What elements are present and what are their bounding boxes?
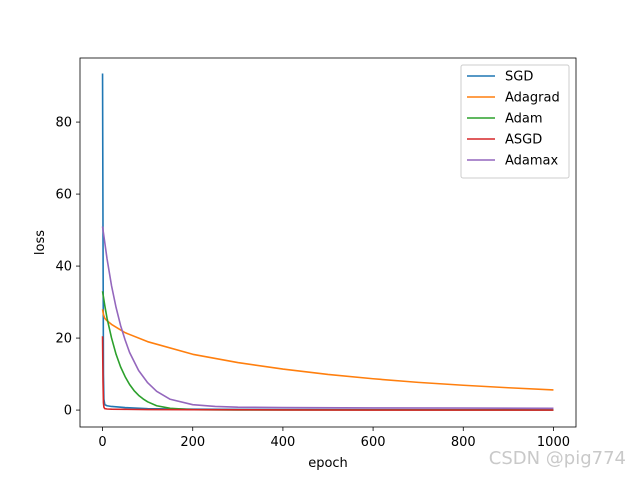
- series-line-asgd: [101, 336, 554, 411]
- x-axis-ticks: 0 200 400 600 800 1000: [98, 427, 570, 450]
- x-tick-label: 800: [451, 435, 476, 450]
- legend-label-adamax: Adamax: [505, 154, 559, 169]
- legend-box: [460, 64, 570, 179]
- legend-label-adam: Adam: [505, 112, 543, 127]
- y-tick-label: 60: [55, 188, 72, 203]
- y-axis-label: loss: [33, 230, 48, 255]
- y-tick-label: 40: [55, 260, 72, 275]
- x-axis-label: epoch: [308, 456, 348, 471]
- legend-label-adagrad: Adagrad: [505, 91, 560, 106]
- plot-lines: [101, 73, 554, 411]
- x-tick-label: 600: [361, 435, 386, 450]
- x-tick-label: 0: [98, 435, 106, 450]
- series-line-adamax: [101, 226, 554, 410]
- legend-label-sgd: SGD: [505, 70, 533, 85]
- y-axis-ticks: 0 20 40 60 80: [55, 116, 80, 419]
- x-tick-label: 1000: [537, 435, 570, 450]
- x-tick-label: 200: [180, 435, 205, 450]
- legend-label-asgd: ASGD: [505, 133, 542, 148]
- y-tick-label: 0: [64, 404, 72, 419]
- plot-frame: [79, 57, 577, 428]
- x-tick-label: 400: [270, 435, 295, 450]
- series-line-adagrad: [101, 309, 554, 391]
- y-tick-label: 20: [55, 332, 72, 347]
- series-line-adam: [101, 291, 554, 411]
- watermark: CSDN @pig774: [488, 448, 626, 469]
- y-tick-label: 80: [55, 116, 72, 131]
- legend: SGD Adagrad Adam ASGD Adamax: [460, 64, 570, 179]
